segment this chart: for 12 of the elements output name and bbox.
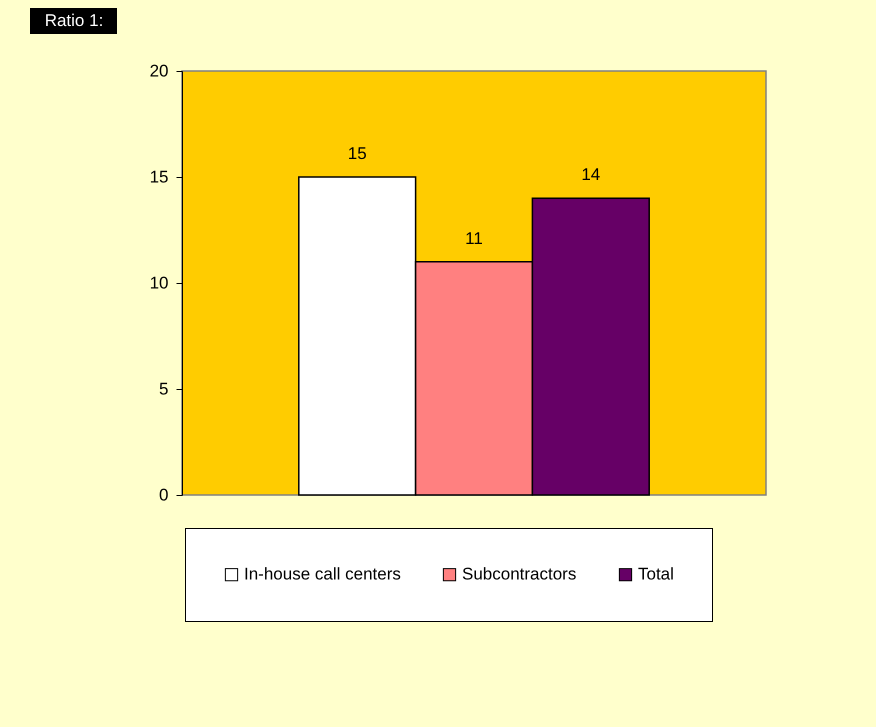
y-tick-label: 5 [159, 380, 168, 398]
chart-title: Ratio 1: [44, 11, 104, 30]
y-tick-label: 0 [159, 486, 168, 504]
y-tick-label: 10 [150, 274, 168, 292]
legend-label: Subcontractors [462, 564, 576, 584]
data-label: 15 [348, 144, 367, 163]
y-tick-label: 20 [150, 62, 168, 80]
data-label: 14 [581, 165, 600, 184]
legend-label: In-house call centers [244, 564, 401, 584]
data-label: 11 [465, 228, 483, 248]
y-tick-label: 15 [150, 168, 168, 186]
legend-label: Total [638, 564, 674, 584]
